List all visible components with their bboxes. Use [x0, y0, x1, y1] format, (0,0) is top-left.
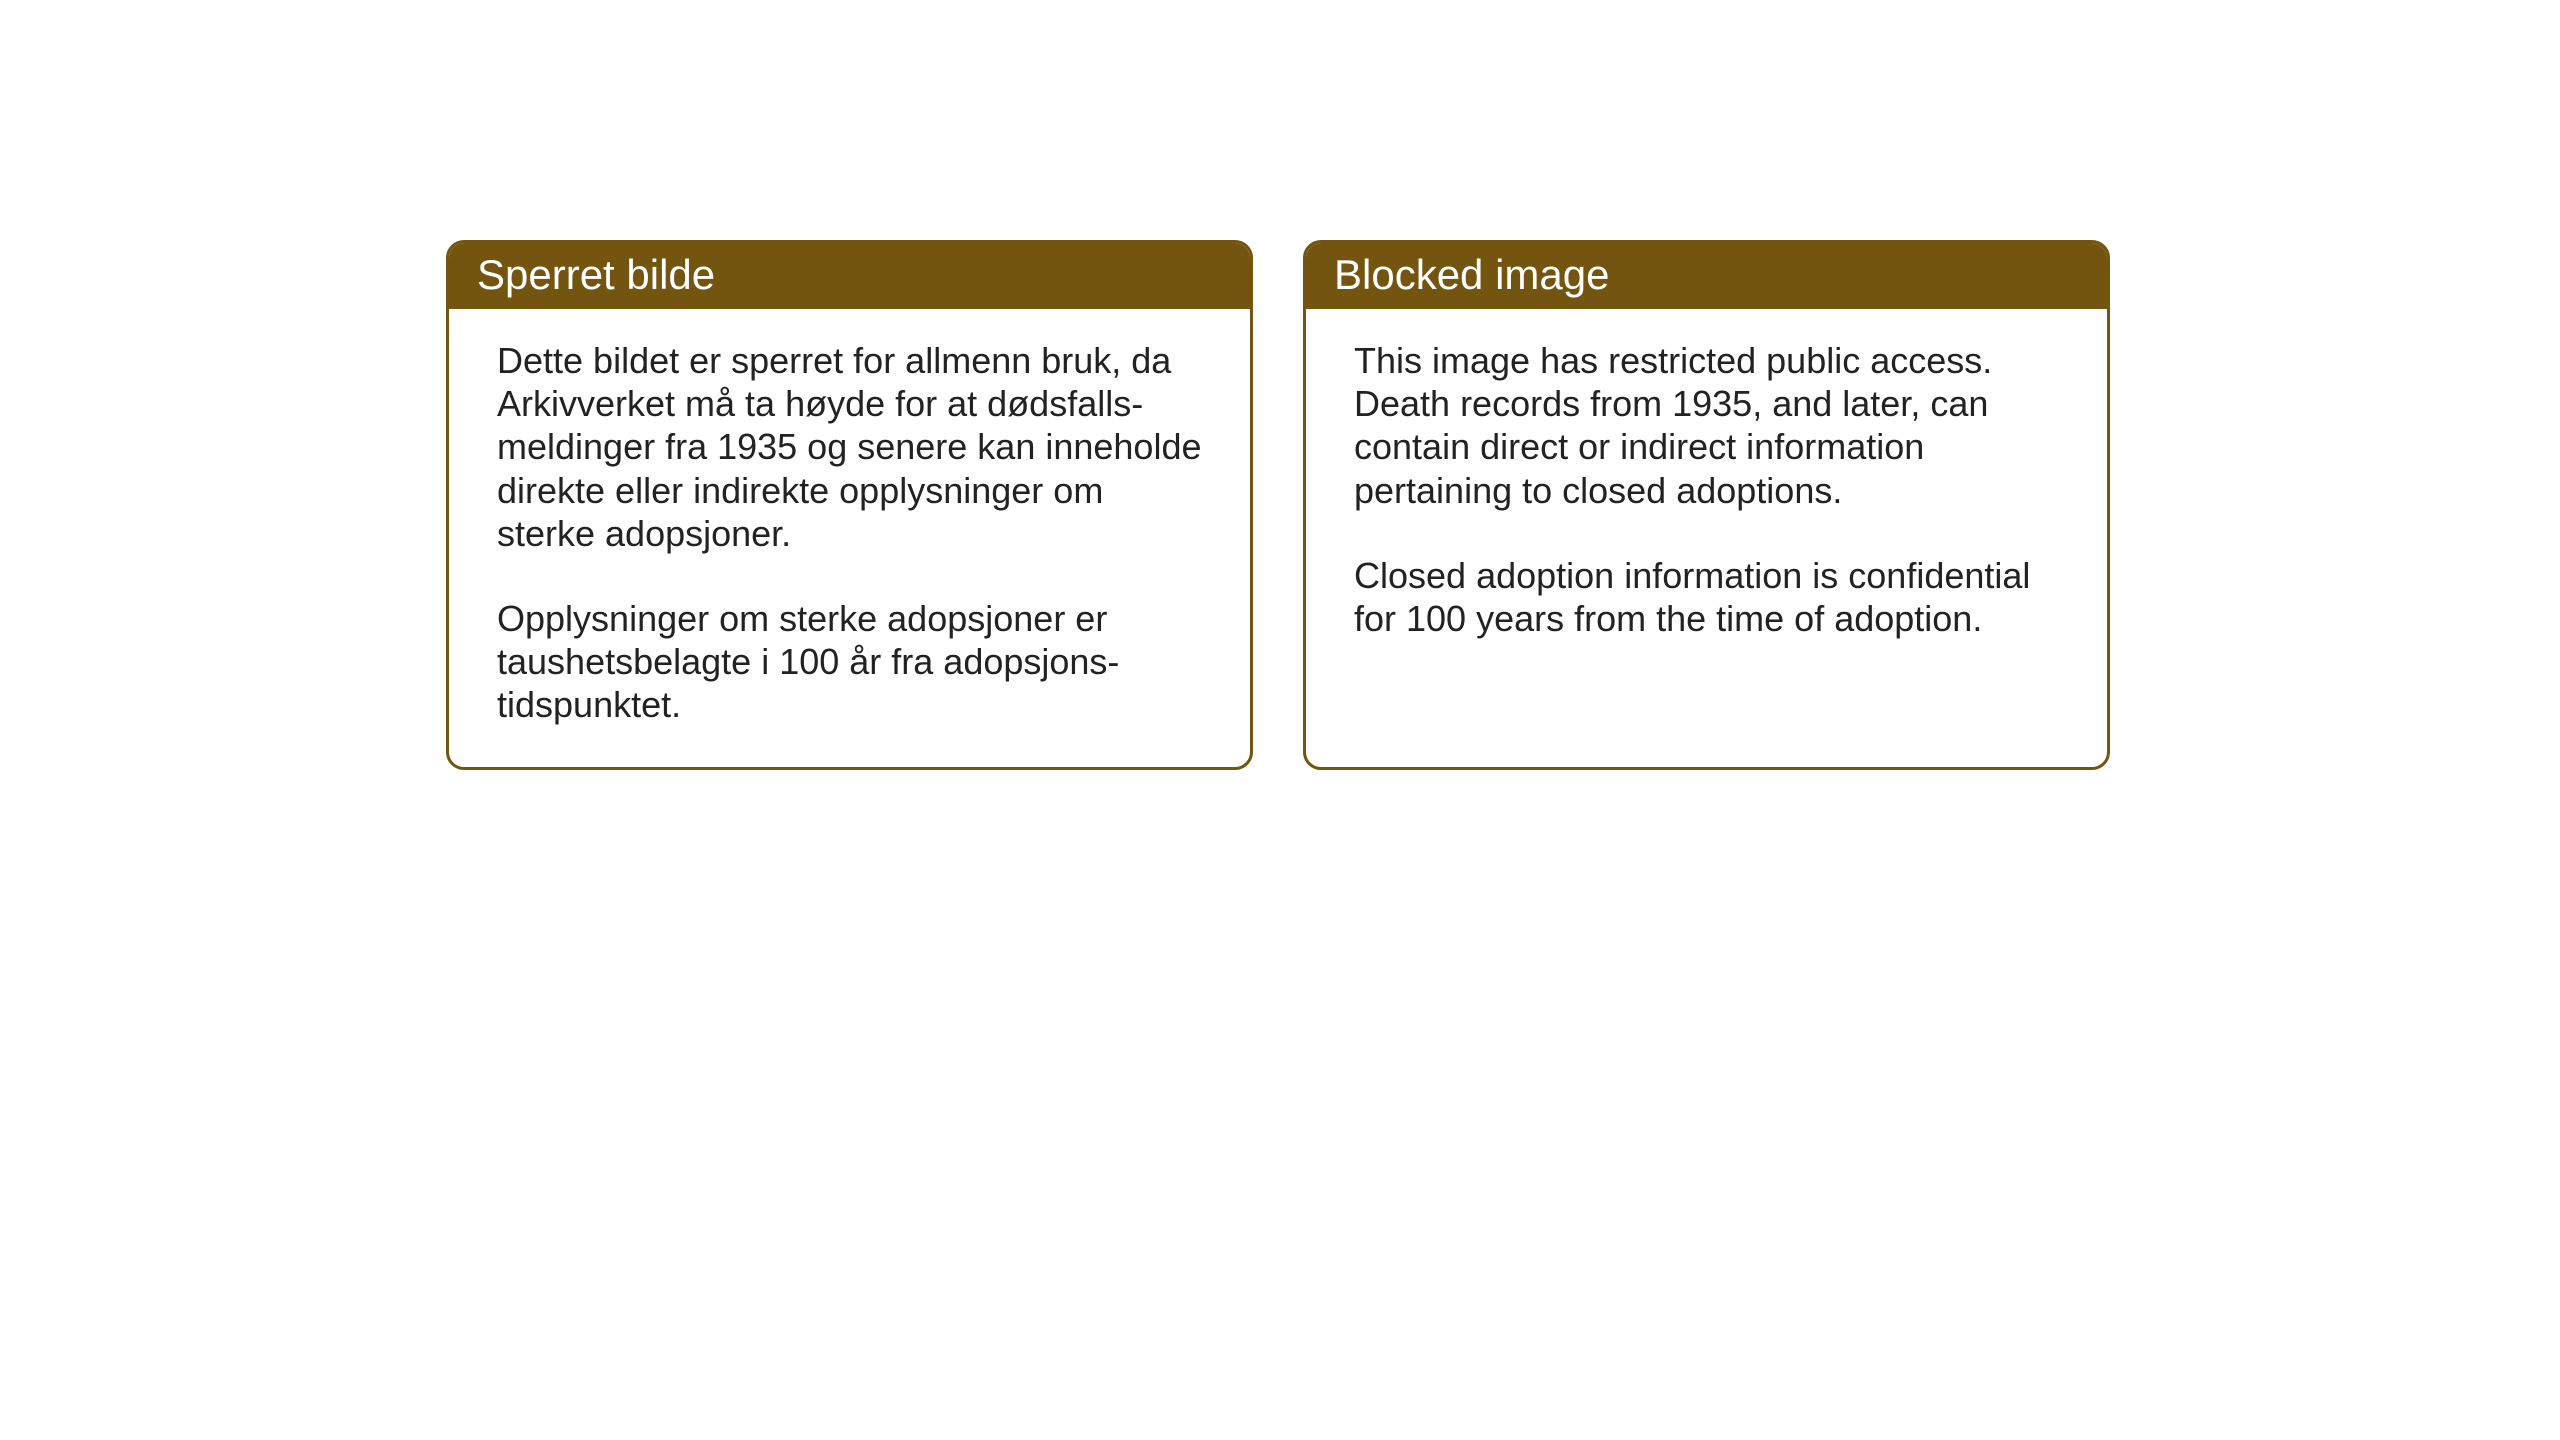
notice-paragraph-2-norwegian: Opplysninger om sterke adopsjoner er tau…: [497, 597, 1202, 727]
notice-title-norwegian: Sperret bilde: [477, 251, 715, 298]
notice-container: Sperret bilde Dette bildet er sperret fo…: [446, 240, 2110, 770]
notice-header-english: Blocked image: [1306, 243, 2107, 309]
notice-body-norwegian: Dette bildet er sperret for allmenn bruk…: [449, 309, 1250, 767]
notice-card-norwegian: Sperret bilde Dette bildet er sperret fo…: [446, 240, 1253, 770]
notice-title-english: Blocked image: [1334, 251, 1609, 298]
notice-body-english: This image has restricted public access.…: [1306, 309, 2107, 739]
notice-header-norwegian: Sperret bilde: [449, 243, 1250, 309]
notice-card-english: Blocked image This image has restricted …: [1303, 240, 2110, 770]
notice-paragraph-2-english: Closed adoption information is confident…: [1354, 554, 2059, 640]
notice-paragraph-1-english: This image has restricted public access.…: [1354, 339, 2059, 512]
notice-paragraph-1-norwegian: Dette bildet er sperret for allmenn bruk…: [497, 339, 1202, 555]
